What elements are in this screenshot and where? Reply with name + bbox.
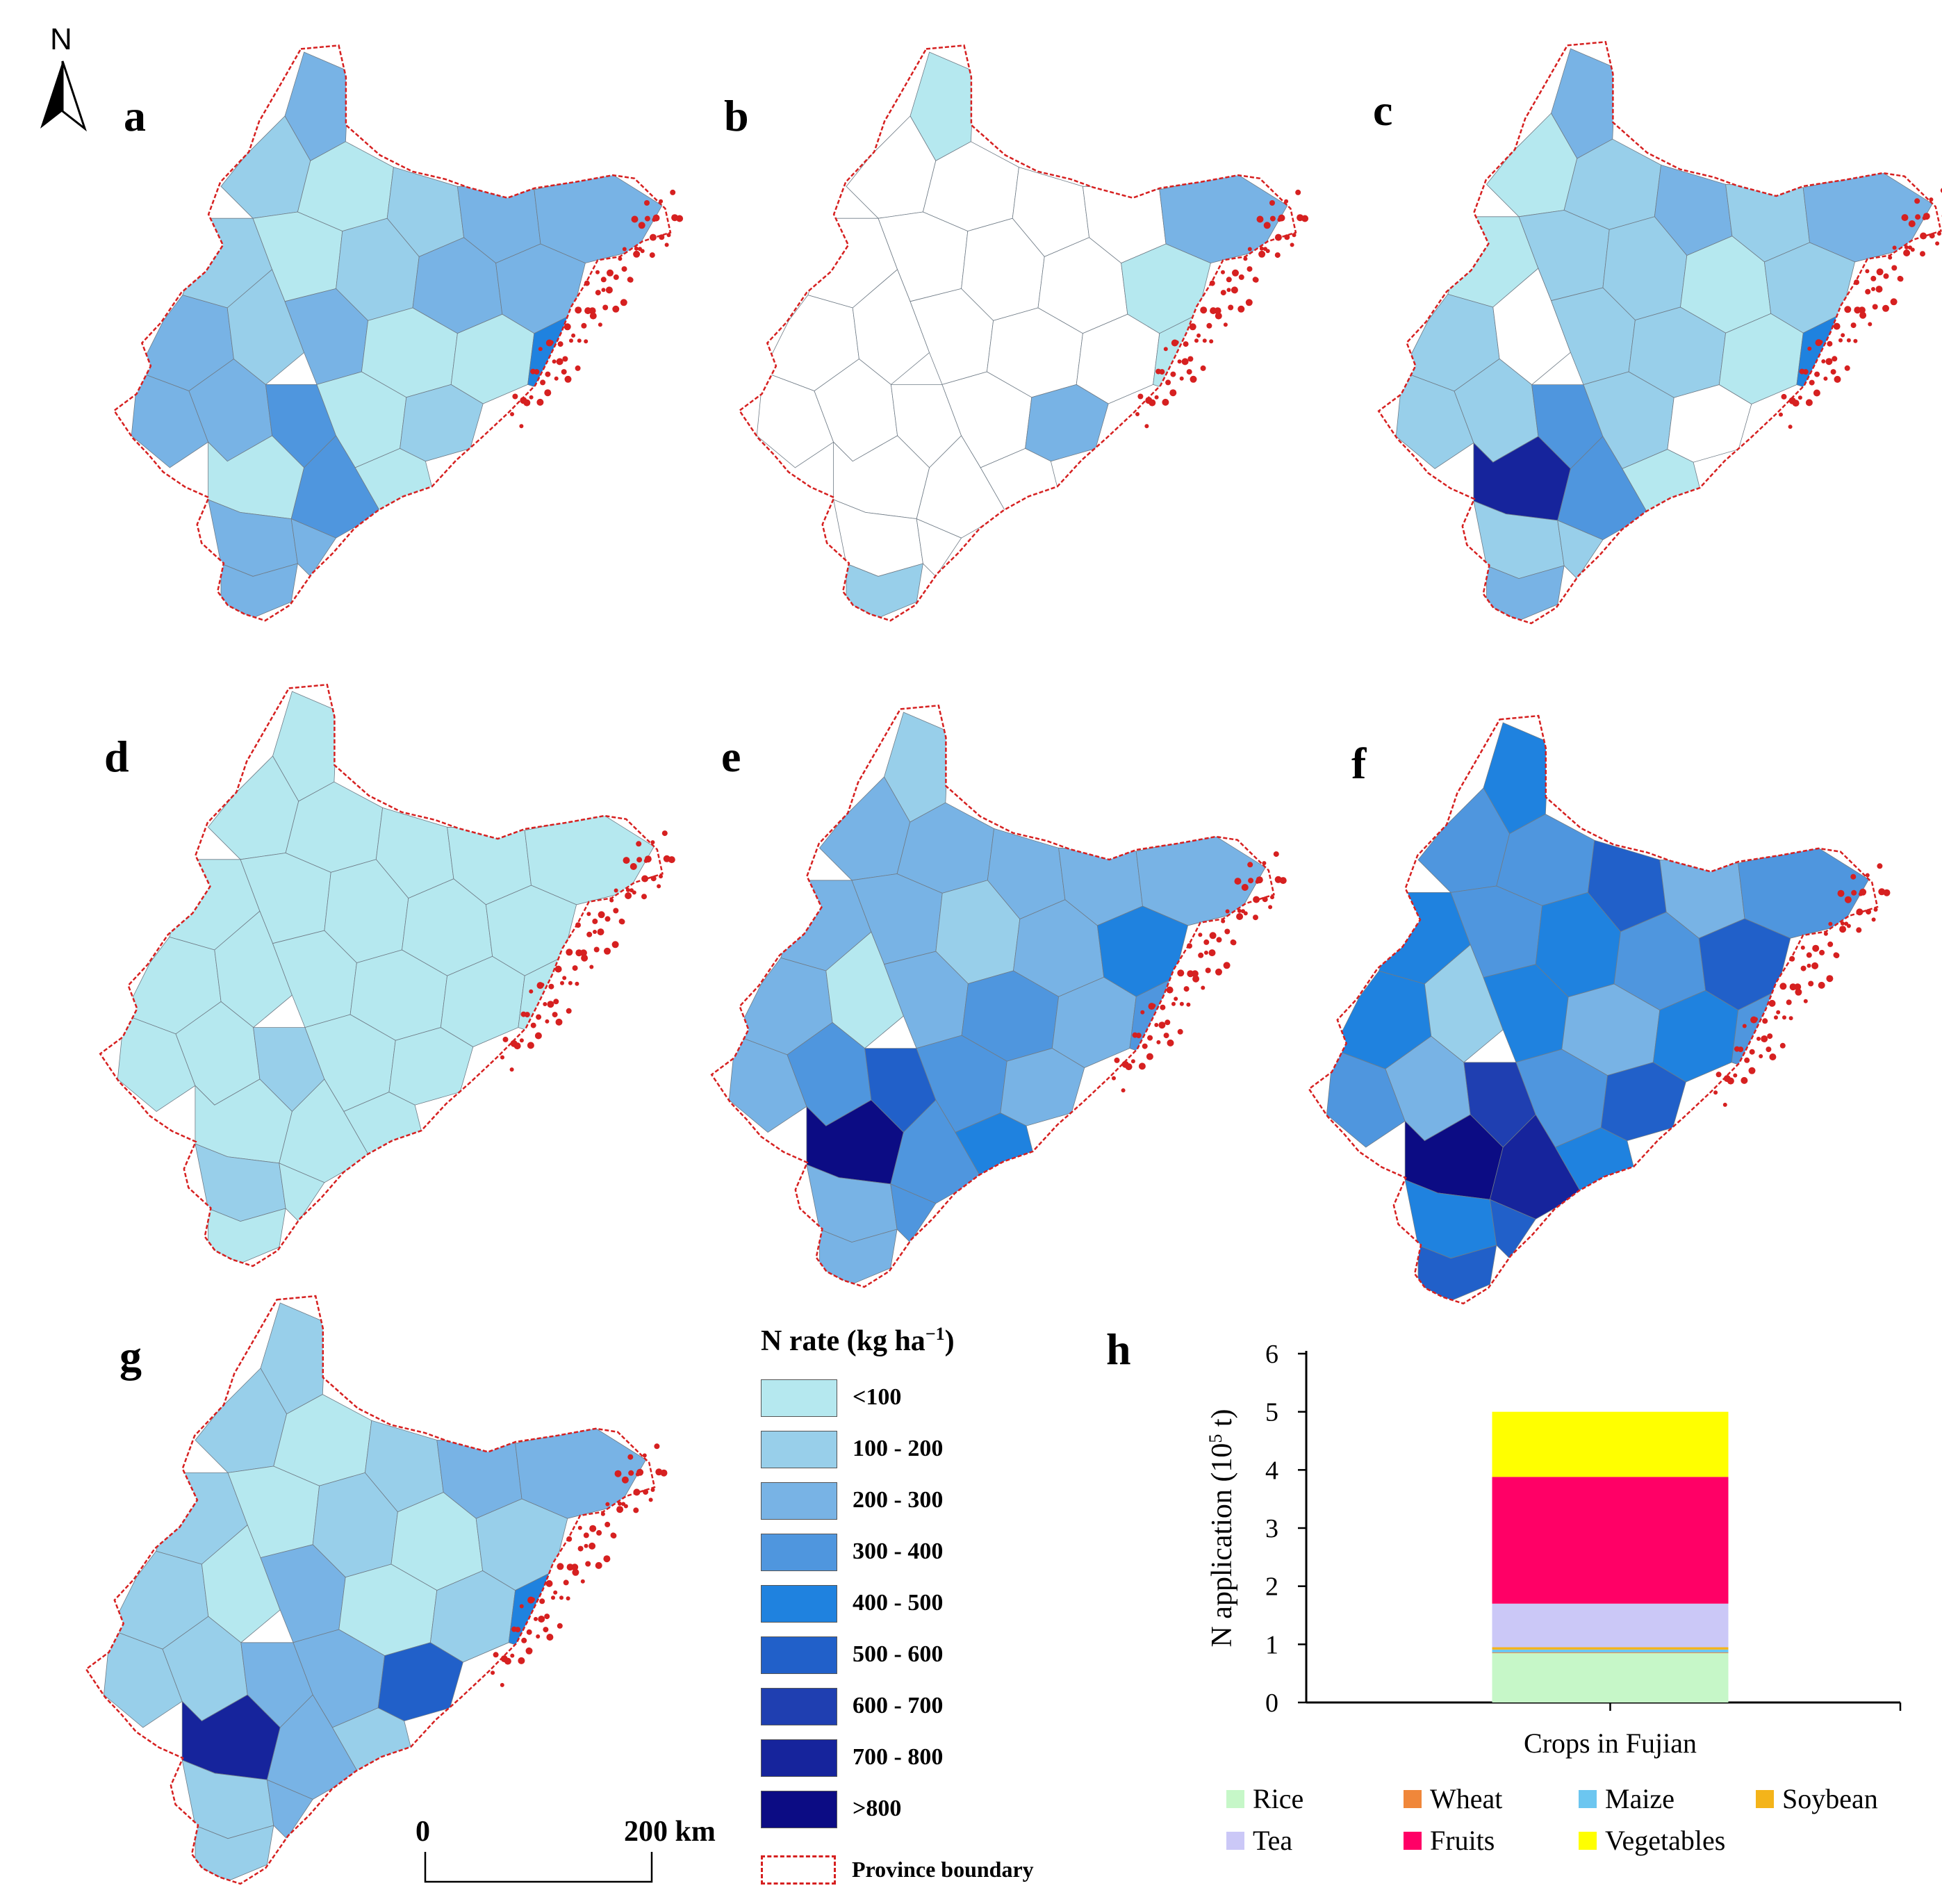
crop-legend-label: Wheat bbox=[1430, 1783, 1503, 1814]
province-boundary bbox=[99, 683, 664, 1267]
province-boundary-label: Province boundary bbox=[852, 1857, 1034, 1882]
legend-swatch bbox=[761, 1585, 837, 1623]
scale-bar bbox=[424, 1852, 653, 1883]
province-boundary bbox=[1377, 40, 1942, 625]
coastal-islands bbox=[510, 189, 684, 429]
legend-swatch bbox=[761, 1688, 837, 1725]
county-region bbox=[388, 1027, 474, 1106]
legend-label: 400 - 500 bbox=[853, 1590, 944, 1616]
county-region bbox=[1600, 1062, 1686, 1142]
county-region bbox=[980, 448, 1058, 513]
map-panel-g bbox=[85, 1295, 668, 1885]
legend-label: <100 bbox=[853, 1384, 902, 1410]
crop-legend-label: Soybean bbox=[1782, 1783, 1878, 1814]
panel-label-e: e bbox=[721, 732, 741, 781]
scale-bar-end-label: 200 km bbox=[624, 1816, 716, 1848]
crop-legend-swatch bbox=[1226, 1790, 1244, 1808]
legend-label: 300 - 400 bbox=[853, 1538, 944, 1564]
x-axis-label: Crops in Fujian bbox=[1524, 1727, 1697, 1759]
map-panel-f bbox=[1308, 714, 1891, 1305]
county-region bbox=[331, 1707, 411, 1774]
crop-legend-swatch bbox=[1404, 1832, 1422, 1850]
legend-swatch bbox=[761, 1636, 837, 1674]
crop-legend-label: Vegetables bbox=[1605, 1825, 1726, 1856]
panel-label-g: g bbox=[120, 1331, 142, 1381]
province-boundary bbox=[710, 704, 1275, 1288]
crop-legend-swatch bbox=[1579, 1832, 1597, 1850]
map-panel-b bbox=[738, 44, 1309, 622]
panel-label-h: h bbox=[1106, 1324, 1131, 1374]
legend-label: >800 bbox=[853, 1796, 902, 1821]
panel-label-f: f bbox=[1351, 739, 1367, 788]
county-region bbox=[1667, 384, 1752, 463]
legend-swatch bbox=[761, 1482, 837, 1520]
province-boundary-swatch bbox=[761, 1855, 836, 1885]
y-axis-label: N application (105 t) bbox=[1205, 1409, 1239, 1647]
north-arrow-icon bbox=[40, 60, 87, 132]
bar-segment-soybean bbox=[1492, 1647, 1729, 1650]
y-tick-label: 4 bbox=[1265, 1456, 1278, 1485]
bar-segment-tea bbox=[1492, 1603, 1729, 1648]
province-boundary bbox=[85, 1295, 656, 1885]
coastal-islands bbox=[1112, 851, 1287, 1093]
county-region bbox=[1025, 384, 1109, 462]
legend-title: N rate (kg ha−1) bbox=[761, 1324, 955, 1357]
panel-label-c: c bbox=[1373, 85, 1393, 135]
y-tick-label: 1 bbox=[1265, 1630, 1278, 1659]
coastal-islands bbox=[1135, 189, 1309, 429]
map-panel-a bbox=[113, 44, 684, 622]
legend-label: 700 - 800 bbox=[853, 1744, 944, 1770]
county-region bbox=[354, 448, 433, 513]
crop-legend-swatch bbox=[1226, 1832, 1244, 1850]
coastal-islands bbox=[500, 830, 675, 1072]
y-tick-label: 5 bbox=[1265, 1398, 1278, 1427]
n-application-chart: 0 1 2 3 4 5 6 Crops in Fujian N application (105… bbox=[1205, 1340, 1902, 1759]
legend-swatch bbox=[761, 1379, 837, 1417]
bar-segment-maize bbox=[1492, 1649, 1729, 1653]
legend-label: 500 - 600 bbox=[853, 1641, 944, 1667]
y-tick-label: 2 bbox=[1265, 1573, 1278, 1602]
bar-segment-vegetables bbox=[1492, 1411, 1729, 1477]
panel-label-d: d bbox=[104, 732, 129, 781]
north-letter: N bbox=[50, 22, 72, 56]
province-boundary bbox=[1308, 714, 1879, 1305]
legend-swatch bbox=[761, 1791, 837, 1828]
legend-swatch bbox=[761, 1431, 837, 1468]
county-region bbox=[377, 1642, 463, 1722]
county-region bbox=[1554, 1127, 1634, 1194]
county-region bbox=[1000, 1048, 1085, 1126]
coastal-islands bbox=[1779, 188, 1942, 429]
coastal-islands bbox=[491, 1443, 668, 1687]
panel-label-b: b bbox=[724, 91, 749, 140]
crop-legend-swatch bbox=[1579, 1790, 1597, 1808]
map-panel-d bbox=[99, 683, 675, 1267]
coastal-islands bbox=[1713, 863, 1891, 1107]
bar-segment-fruits bbox=[1492, 1477, 1729, 1604]
y-tick-label: 6 bbox=[1265, 1340, 1278, 1369]
crop-legend-label: Fruits bbox=[1430, 1825, 1495, 1856]
crop-legend-label: Rice bbox=[1253, 1783, 1304, 1814]
panel-label-a: a bbox=[124, 91, 146, 140]
legend-label: 600 - 700 bbox=[853, 1693, 944, 1718]
legend-label: 100 - 200 bbox=[853, 1436, 944, 1461]
map-panel-e bbox=[710, 704, 1287, 1288]
legend-swatch bbox=[761, 1739, 837, 1777]
y-tick-label: 0 bbox=[1265, 1689, 1278, 1718]
crop-legend-swatch bbox=[1756, 1790, 1774, 1808]
legend-swatch bbox=[761, 1534, 837, 1571]
legend-label: 200 - 300 bbox=[853, 1487, 944, 1513]
map-panel-c bbox=[1377, 40, 1942, 625]
scale-bar-start-label: 0 bbox=[415, 1816, 430, 1848]
y-tick-label: 3 bbox=[1265, 1514, 1278, 1543]
county-region bbox=[400, 384, 484, 462]
crop-legend-label: Maize bbox=[1605, 1783, 1674, 1814]
crop-legend-swatch bbox=[1404, 1790, 1422, 1808]
bar-segment-wheat bbox=[1492, 1652, 1729, 1654]
bar-segment-rice bbox=[1492, 1652, 1729, 1702]
crop-legend-label: Tea bbox=[1253, 1825, 1293, 1856]
